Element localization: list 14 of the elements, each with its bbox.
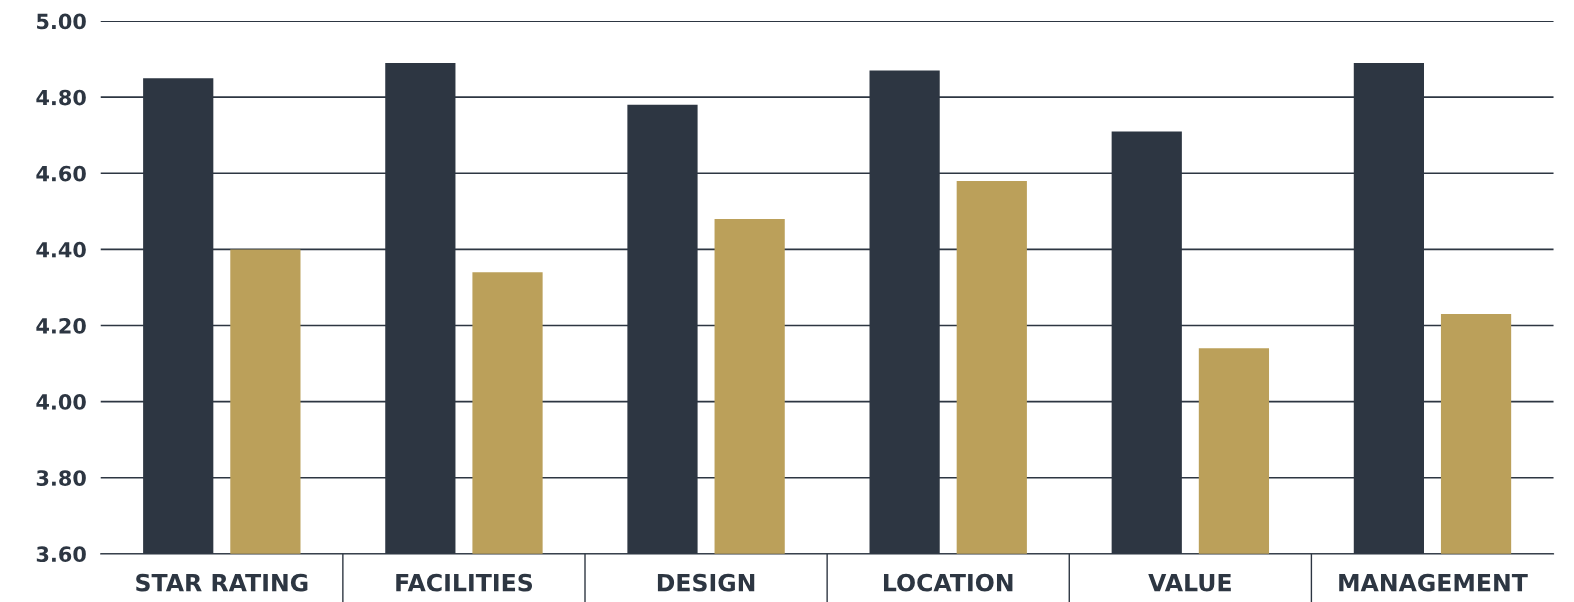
- x-tick-label: MANAGEMENT: [1339, 573, 1528, 592]
- x-tick-label: STAR RATING: [136, 573, 308, 592]
- y-tick-label: 3.60: [36, 546, 86, 563]
- y-tick-label: 4.40: [36, 241, 86, 258]
- y-tick-label: 3.80: [36, 470, 86, 486]
- y-tick-label: 4.00: [36, 394, 86, 410]
- y-tick-label: 4.80: [36, 89, 86, 106]
- x-tick-label: DESIGN: [657, 573, 755, 592]
- x-tick-label: LOCATION: [883, 573, 1013, 592]
- x-tick-label: FACILITIES: [396, 573, 533, 592]
- y-tick-label: 5.00: [37, 13, 86, 30]
- y-tick-label: 4.20: [36, 317, 86, 334]
- y-tick-label: 4.60: [36, 165, 86, 182]
- x-tick-label: VALUE: [1148, 574, 1231, 592]
